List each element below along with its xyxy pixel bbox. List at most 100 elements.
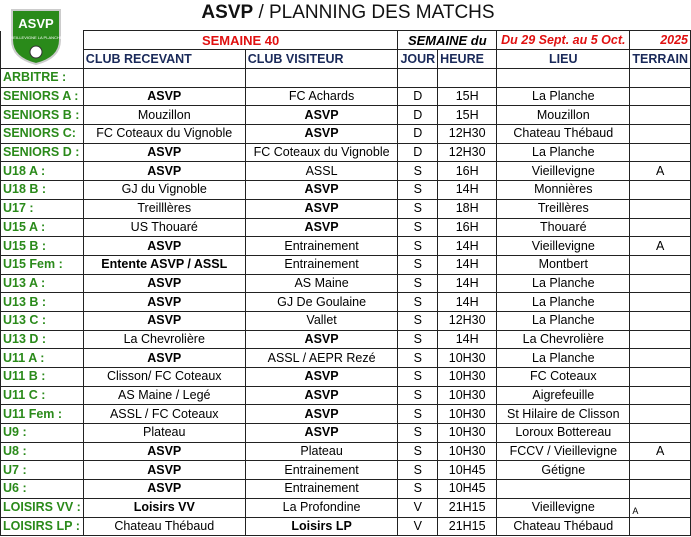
team-label: SENIORS B : [0,105,84,126]
time: 10H45 [437,479,498,499]
away-club: ASVP [244,198,399,219]
week-of-label: SEMAINE du [397,30,498,50]
day: S [397,273,439,294]
team-label: U11 B : [0,367,84,387]
time [437,68,498,88]
home-club: Clisson/ FC Coteaux [82,367,246,387]
time: 12H30 [437,124,498,144]
team-label: U11 A : [0,348,84,368]
table-row: U11 C : AS Maine / Legé ASVP S 10H30 Aigrefeu… [0,385,691,406]
home-club: ASVP [82,460,246,481]
day: S [397,310,439,331]
time: 10H30 [437,441,498,462]
table-row: U8 : ASVP Plateau S 10H30 FCCV / Vieillevigne… [0,441,691,462]
away-club: Plateau [244,441,399,462]
home-club: Entente ASVP / ASSL [82,254,246,275]
table-row: U11 A : ASVP ASSL / AEPR Rezé S 10H30 La Plan… [0,348,691,368]
field: A [629,497,691,518]
team-label: U13 A : [0,273,84,294]
day: S [397,348,439,368]
field [629,329,691,350]
place: Montbert [496,254,631,275]
home-club: AS Maine / Legé [82,385,246,406]
time: 14H [437,180,498,200]
away-club: ASVP [244,105,399,126]
time: 14H [437,236,498,256]
day: S [397,479,439,499]
field: A [629,161,691,182]
day: S [397,329,439,350]
field [629,142,691,163]
table-row: U18 B : GJ du Vignoble ASVP S 14H Monnières [0,180,691,200]
team-label: U15 B : [0,236,84,256]
field: A [629,441,691,462]
place: Vieillevigne [496,497,631,518]
field [629,292,691,312]
time: 14H [437,292,498,312]
away-club: La Profondine [244,497,399,518]
home-club: ASVP [82,142,246,163]
week-number: SEMAINE 40 [82,30,399,50]
home-club: ASVP [82,348,246,368]
team-label: U11 Fem : [0,404,84,425]
day: S [397,236,439,256]
home-club: ASVP [82,310,246,331]
table-row: U9 : Plateau ASVP S 10H30 Loroux Bottereau [0,423,691,443]
home-club: ASVP [82,161,246,182]
table-row: SENIORS D : ASVP FC Coteaux du Vignoble D 12… [0,142,691,163]
place: La Planche [496,348,631,368]
away-club: ASSL [244,161,399,182]
away-club: ASVP [244,385,399,406]
place [496,479,631,499]
home-club: ASVP [82,292,246,312]
team-label: U9 : [0,423,84,443]
place [496,68,631,88]
week-dates: Du 29 Sept. au 5 Oct. [496,30,631,50]
field [629,404,691,425]
time: 12H30 [437,310,498,331]
time: 15H [437,105,498,126]
away-club: ASVP [244,124,399,144]
table-row: U11 B : Clisson/ FC Coteaux ASVP S 10H30 FC C… [0,367,691,387]
home-club: ASVP [82,273,246,294]
table-row: U7 : ASVP Entrainement S 10H45 Gétigne [0,460,691,481]
team-label: LOISIRS LP : [0,516,84,537]
day [397,68,439,88]
day: S [397,460,439,481]
team-label: U15 A : [0,217,84,238]
home-club: FC Coteaux du Vignoble [82,124,246,144]
header-time: HEURE [437,49,498,69]
table-row: U13 C : ASVP Vallet S 12H30 La Planche [0,310,691,331]
time: 10H45 [437,460,498,481]
header-day: JOUR [397,49,439,69]
place: Monnières [496,180,631,200]
table-row: SENIORS C: FC Coteaux du Vignoble ASVP D 12H… [0,124,691,144]
time: 10H30 [437,404,498,425]
day: D [397,142,439,163]
field [629,273,691,294]
day: S [397,404,439,425]
field [629,367,691,387]
day: D [397,124,439,144]
away-club [244,68,399,88]
schedule-table: SEMAINE 40 SEMAINE du Du 29 Sept. au 5 O… [0,30,691,537]
table-row: U6 : ASVP Entrainement S 10H45 [0,479,691,499]
team-label: U13 B : [0,292,84,312]
table-row: U15 B : ASVP Entrainement S 14H Vieillevigne A [0,236,691,256]
away-club: FC Achards [244,86,399,107]
team-label: U13 C : [0,310,84,331]
table-row: SENIORS B : Mouzillon ASVP D 15H Mouzillon [0,105,691,126]
place: FC Coteaux [496,367,631,387]
table-row: LOISIRS VV : Loisirs VV La Profondine V 21H1… [0,497,691,518]
place: St Hilaire de Clisson [496,404,631,425]
header-home: CLUB RECEVANT [82,49,246,69]
away-club: Loisirs LP [244,516,399,537]
home-club: ASVP [82,86,246,107]
time: 16H [437,161,498,182]
time: 14H [437,254,498,275]
field: A [629,236,691,256]
time: 21H15 [437,497,498,518]
field [629,124,691,144]
field [629,217,691,238]
time: 18H [437,198,498,219]
